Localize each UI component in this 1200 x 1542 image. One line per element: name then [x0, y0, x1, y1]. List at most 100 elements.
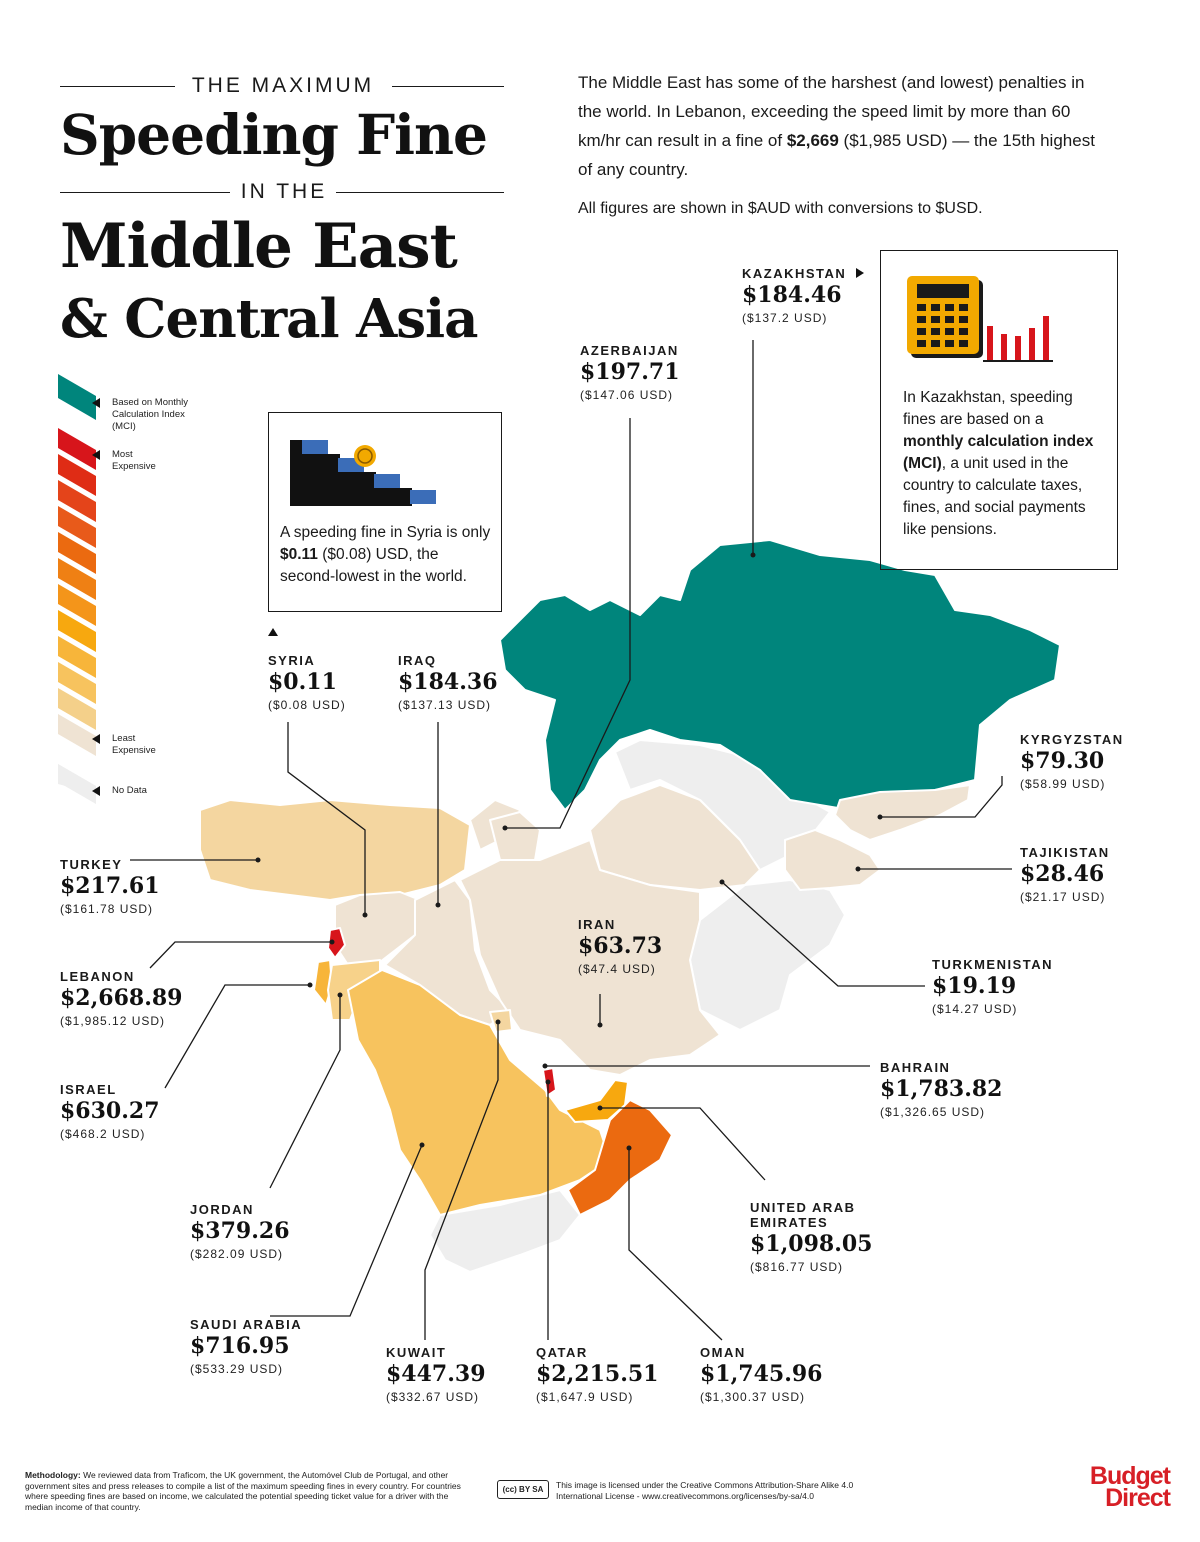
logo-line-2: Direct — [1105, 1484, 1171, 1512]
oman-name: OMAN — [700, 1345, 746, 1360]
turkey-fine-aud: $217.61 — [60, 873, 160, 899]
kyrgyzstan-fine-aud: $79.30 — [1020, 748, 1105, 774]
methodology-text: We reviewed data from Traficom, the UK g… — [25, 1470, 461, 1512]
logo-line-1: Budget — [1089, 1462, 1171, 1490]
map-kyrgyzstan — [834, 784, 971, 841]
leader-turkmenistan — [721, 881, 925, 987]
label-bahrain: BAHRAIN $1,783.82 ($1,326.65 USD) — [880, 1060, 1002, 1121]
uae-name: UNITED ARAB EMIRATES — [750, 1200, 856, 1230]
qatar-fine-usd: ($1,647.9 USD) — [536, 1390, 634, 1404]
legend-arrow-most — [92, 450, 100, 460]
legend-label-nodata: No Data — [112, 785, 147, 796]
kazakhstan-callout-start: In Kazakhstan, speeding fines are based … — [903, 389, 1073, 428]
title-rule-left-1 — [60, 86, 175, 87]
methodology-heading: Methodology: — [25, 1470, 81, 1480]
israel-name: ISRAEL — [60, 1082, 117, 1097]
legend-swatch-mci — [58, 374, 96, 420]
title-rule-right-2 — [336, 192, 504, 193]
dot-turkey — [255, 857, 261, 863]
iraq-name: IRAQ — [398, 653, 437, 668]
dot-bahrain — [542, 1063, 548, 1069]
map-azerbaijan — [489, 811, 541, 861]
leader-kyrgyzstan — [880, 776, 1003, 818]
kazakhstan-callout-pointer — [856, 268, 864, 278]
qatar-name: QATAR — [536, 1345, 588, 1360]
azerbaijan-fine-aud: $197.71 — [580, 359, 680, 385]
iraq-fine-usd: ($137.13 USD) — [398, 698, 492, 712]
legend-arrow-least — [92, 734, 100, 744]
syria-name: SYRIA — [268, 653, 316, 668]
dot-oman — [626, 1145, 632, 1151]
legend-swatch-5 — [58, 532, 96, 574]
map-kuwait — [489, 1009, 513, 1033]
kazakhstan-name: KAZAKHSTAN — [742, 266, 847, 281]
legend-swatch-2 — [58, 454, 96, 496]
label-jordan: JORDAN $379.26 ($282.09 USD) — [190, 1202, 290, 1263]
lebanon-fine-usd: ($1,985.12 USD) — [60, 1014, 166, 1028]
methodology-note: Methodology: We reviewed data from Trafi… — [25, 1470, 475, 1512]
label-lebanon: LEBANON $2,668.89 ($1,985.12 USD) — [60, 969, 182, 1030]
dot-uae — [597, 1105, 603, 1111]
kazakhstan-fine-aud: $184.46 — [742, 282, 842, 308]
legend-label-most: Most Expensive — [112, 449, 156, 472]
turkey-name: TURKEY — [60, 857, 123, 872]
legend-swatch-nodata-full — [58, 764, 96, 804]
calculator-chart-icon — [907, 276, 1053, 362]
title-rule-right-1 — [392, 86, 504, 87]
label-uae: UNITED ARAB EMIRATES $1,098.05 ($816.77 … — [750, 1200, 872, 1276]
dot-azerbaijan — [502, 825, 508, 831]
label-oman: OMAN $1,745.96 ($1,300.37 USD) — [700, 1345, 822, 1406]
legend-swatch-7 — [58, 584, 96, 626]
dot-lebanon — [329, 939, 335, 945]
dot-saudi — [419, 1142, 425, 1148]
iran-fine-aud: $63.73 — [578, 933, 663, 959]
saudi-arabia-fine-usd: ($533.29 USD) — [190, 1362, 284, 1376]
kazakhstan-callout-box — [880, 250, 1118, 570]
kazakhstan-callout-text: In Kazakhstan, speeding fines are based … — [903, 387, 1103, 541]
kazakhstan-callout-highlight: monthly calculation index (MCI) — [903, 433, 1094, 472]
legend-swatch-9 — [58, 636, 96, 678]
legend-swatch-3 — [58, 480, 96, 522]
stairs-icon — [290, 440, 436, 506]
label-iran: IRAN $63.73 ($47.4 USD) — [578, 917, 662, 978]
saudi-arabia-name: SAUDI ARABIA — [190, 1317, 303, 1332]
intro-p1-highlight: $2,669 — [786, 131, 839, 150]
kuwait-name: KUWAIT — [386, 1345, 447, 1360]
intro-p1-end: ($1,985 USD) — the 15th highest of any c… — [578, 131, 1095, 179]
map-kazakhstan — [499, 539, 1061, 811]
legend-label-least: Least Expensive — [112, 733, 156, 756]
map-afghanistan — [689, 879, 846, 1031]
map-oman — [567, 1099, 673, 1216]
intro-p1-start: The Middle East has some of the harshest… — [578, 73, 1085, 150]
kuwait-fine-aud: $447.39 — [386, 1361, 486, 1387]
label-qatar: QATAR $2,215.51 ($1,647.9 USD) — [536, 1345, 658, 1406]
syria-callout-start: A speeding fine in Syria is only — [280, 524, 491, 541]
title-middle-east: Middle East — [60, 211, 458, 282]
uae-fine-aud: $1,098.05 — [750, 1231, 873, 1257]
oman-fine-aud: $1,745.96 — [700, 1361, 823, 1387]
label-iraq: IRAQ $184.36 ($137.13 USD) — [398, 653, 498, 714]
label-kyrgyzstan: KYRGYZSTAN $79.30 ($58.99 USD) — [1020, 732, 1124, 793]
dot-turkmenistan — [719, 879, 725, 885]
leader-oman — [628, 1148, 723, 1341]
oman-fine-usd: ($1,300.37 USD) — [700, 1390, 806, 1404]
dot-tajikistan — [855, 866, 861, 872]
title-central-asia: & Central Asia — [60, 288, 479, 350]
title-speeding-fine: Speeding Fine — [60, 102, 488, 167]
label-turkmenistan: TURKMENISTAN $19.19 ($14.27 USD) — [932, 957, 1053, 1018]
tajikistan-fine-aud: $28.46 — [1020, 861, 1105, 887]
syria-fine-aud: $0.11 — [268, 669, 337, 695]
syria-callout-end: ($0.08) USD, the second-lowest in the wo… — [280, 546, 467, 585]
leader-lebanon — [149, 941, 332, 969]
dot-kyrgyzstan — [877, 814, 883, 820]
turkmenistan-fine-usd: ($14.27 USD) — [932, 1002, 1018, 1016]
jordan-fine-aud: $379.26 — [190, 1218, 290, 1244]
map-lebanon — [327, 927, 346, 959]
legend-label-mci: Based on Monthly Calculation Index (MCI) — [112, 397, 189, 432]
bahrain-fine-usd: ($1,326.65 USD) — [880, 1105, 986, 1119]
label-syria: SYRIA $0.11 ($0.08 USD) — [268, 653, 346, 714]
title-kicker-top: THE MAXIMUM — [191, 74, 375, 97]
leader-uae — [600, 1107, 766, 1181]
qatar-fine-aud: $2,215.51 — [536, 1361, 659, 1387]
label-kuwait: KUWAIT $447.39 ($332.67 USD) — [386, 1345, 486, 1406]
